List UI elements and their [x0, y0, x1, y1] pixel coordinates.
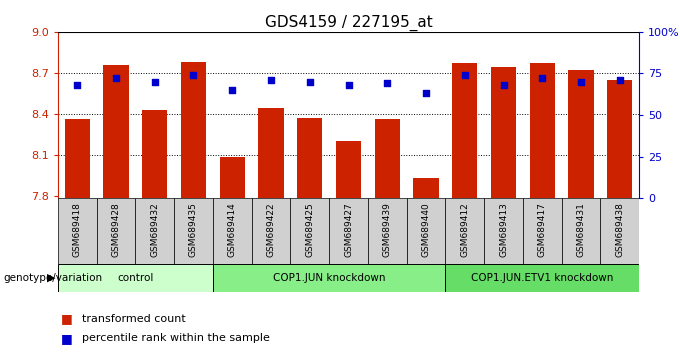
Text: GSM689431: GSM689431 — [577, 202, 585, 257]
Text: GSM689422: GSM689422 — [267, 202, 275, 257]
Bar — [607, 80, 632, 198]
Bar — [375, 119, 400, 198]
Text: GSM689414: GSM689414 — [228, 202, 237, 257]
Bar — [252, 198, 290, 264]
Point — [382, 81, 393, 86]
Bar — [484, 198, 523, 264]
Point — [460, 72, 471, 78]
Text: ■: ■ — [61, 312, 73, 325]
Bar — [97, 198, 135, 264]
Text: GSM689440: GSM689440 — [422, 202, 430, 257]
Point — [72, 82, 83, 88]
Bar — [135, 198, 174, 264]
Bar — [213, 264, 445, 292]
Text: transformed count: transformed count — [82, 314, 186, 324]
Point — [537, 76, 547, 81]
Bar — [290, 198, 329, 264]
Text: percentile rank within the sample: percentile rank within the sample — [82, 333, 269, 343]
Bar — [58, 198, 97, 264]
Point — [149, 79, 160, 85]
Bar — [297, 118, 322, 198]
Bar — [562, 198, 600, 264]
Text: GSM689425: GSM689425 — [305, 202, 314, 257]
Bar — [445, 198, 484, 264]
Point — [614, 77, 625, 83]
Text: GSM689428: GSM689428 — [112, 202, 120, 257]
Point — [305, 79, 316, 85]
Text: ▶: ▶ — [48, 273, 56, 283]
Point — [498, 82, 509, 88]
Point — [226, 87, 238, 93]
Bar — [568, 70, 594, 198]
Text: GSM689435: GSM689435 — [189, 202, 198, 257]
Bar — [413, 178, 439, 198]
Text: GSM689432: GSM689432 — [150, 202, 159, 257]
Bar — [103, 64, 129, 198]
Bar — [213, 198, 252, 264]
Bar — [530, 63, 555, 198]
Bar — [491, 67, 516, 198]
Bar — [174, 198, 213, 264]
Bar — [336, 141, 361, 198]
Bar — [142, 110, 167, 198]
Text: genotype/variation: genotype/variation — [3, 273, 103, 283]
Point — [265, 77, 276, 83]
Point — [188, 72, 199, 78]
Bar — [181, 62, 206, 198]
Point — [575, 79, 586, 85]
Bar — [452, 63, 477, 198]
Bar — [65, 119, 90, 198]
Text: GSM689438: GSM689438 — [615, 202, 624, 257]
Text: GSM689418: GSM689418 — [73, 202, 82, 257]
Text: GSM689417: GSM689417 — [538, 202, 547, 257]
Bar — [368, 198, 407, 264]
Point — [110, 76, 121, 81]
Text: GSM689427: GSM689427 — [344, 202, 353, 257]
Point — [343, 82, 354, 88]
Text: GSM689412: GSM689412 — [460, 202, 469, 257]
Text: COP1.JUN.ETV1 knockdown: COP1.JUN.ETV1 knockdown — [471, 273, 613, 283]
Bar — [220, 157, 245, 198]
Bar — [258, 108, 284, 198]
Bar — [600, 198, 639, 264]
Text: GSM689413: GSM689413 — [499, 202, 508, 257]
Bar — [58, 264, 213, 292]
Bar — [445, 264, 639, 292]
Bar — [329, 198, 368, 264]
Text: ■: ■ — [61, 332, 73, 344]
Text: COP1.JUN knockdown: COP1.JUN knockdown — [273, 273, 386, 283]
Point — [420, 91, 431, 96]
Bar — [407, 198, 445, 264]
Text: GSM689439: GSM689439 — [383, 202, 392, 257]
Text: control: control — [117, 273, 154, 283]
Bar — [523, 198, 562, 264]
Title: GDS4159 / 227195_at: GDS4159 / 227195_at — [265, 14, 432, 30]
